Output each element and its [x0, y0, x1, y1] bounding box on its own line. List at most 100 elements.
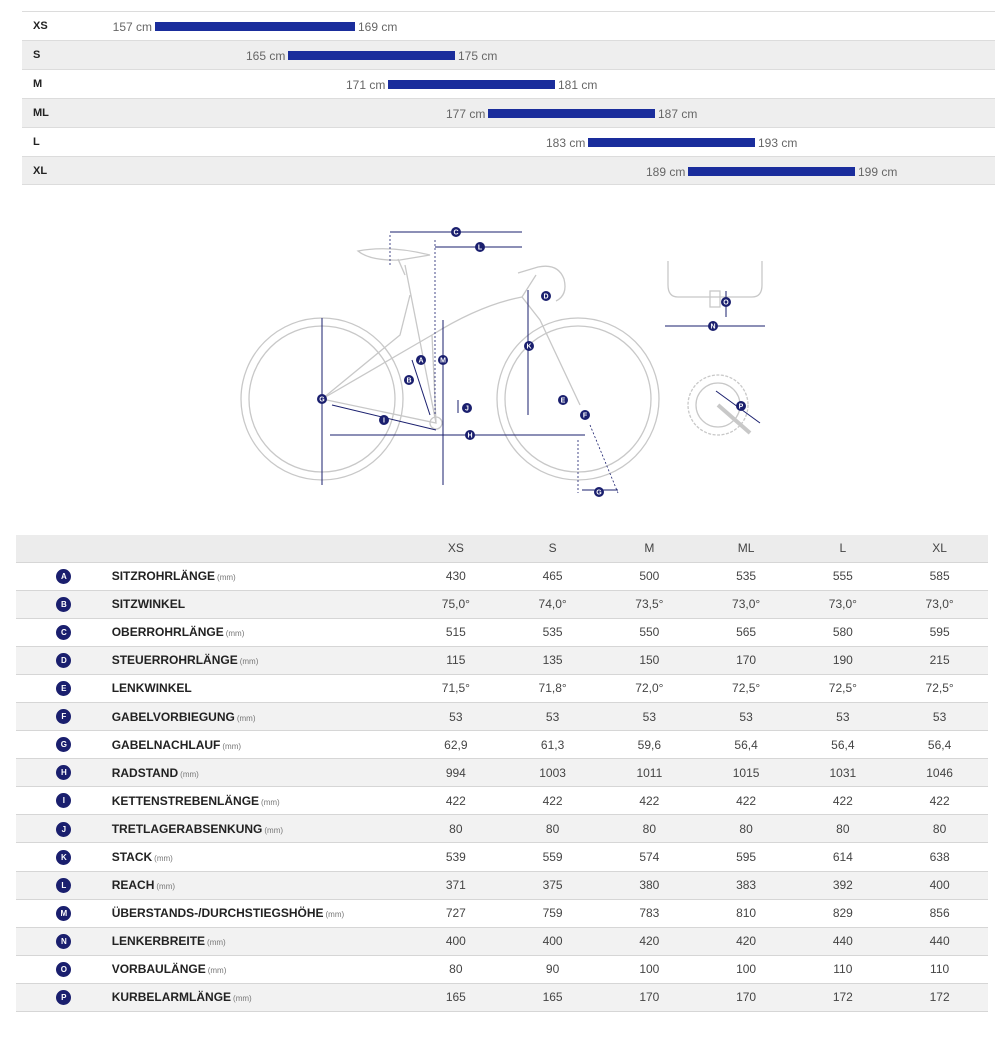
- svg-text:M: M: [440, 358, 446, 365]
- value-cell: 72,5°: [794, 673, 892, 703]
- value-cell: 420: [697, 926, 795, 956]
- measurement-letter-icon: P: [56, 990, 72, 1006]
- measurement-name-cell: GABELNACHLAUF (mm): [111, 730, 408, 759]
- svg-text:P: P: [739, 404, 744, 411]
- bike-geometry-diagram: C L D K M A B G E F J I H G O N P: [240, 227, 765, 497]
- measurement-letter-icon: O: [56, 962, 72, 978]
- value-cell: 727: [407, 898, 505, 928]
- size-range-row: XL 189 cm 199 cm: [22, 156, 995, 185]
- measurement-letter-icon: F: [56, 709, 72, 725]
- badge-cell: O: [16, 954, 112, 984]
- value-cell: 53: [407, 701, 505, 731]
- badge-cell: E: [16, 673, 112, 703]
- measurement-unit: (mm): [264, 825, 284, 835]
- svg-text:B: B: [406, 378, 411, 385]
- measurement-name: LENKERBREITE: [111, 934, 206, 949]
- label-k-icon: K: [524, 341, 534, 351]
- svg-text:I: I: [383, 418, 385, 425]
- value-cell: 53: [504, 701, 601, 731]
- label-i-icon: I: [379, 415, 389, 425]
- measurement-unit: (mm): [154, 853, 173, 863]
- size-range-row: M 171 cm 181 cm: [22, 69, 995, 98]
- measurement-name-cell: ÜBERSTANDS-/DURCHSTIEGSHÖHE (mm): [111, 898, 408, 928]
- table-row: I KETTENSTREBENLÄNGE (mm) 422 422 422 422 422 42…: [16, 786, 988, 815]
- value-cell: 1011: [600, 758, 698, 787]
- svg-text:D: D: [543, 294, 548, 301]
- value-cell: 375: [504, 870, 601, 900]
- front-wheel: [496, 317, 660, 481]
- measurement-unit: (mm): [180, 769, 199, 779]
- badge-cell: D: [16, 645, 112, 675]
- value-cell: 165: [504, 982, 601, 1013]
- value-cell: 100: [600, 954, 698, 984]
- diagram-labels: C L D K M A B G E F J I H G O N P: [317, 227, 746, 497]
- value-cell: 420: [600, 926, 698, 956]
- svg-text:K: K: [526, 344, 531, 351]
- label-n-icon: N: [708, 321, 718, 331]
- measurement-letter-icon: J: [56, 821, 72, 837]
- min-height: 165 cm: [245, 49, 286, 63]
- value-cell: 555: [794, 561, 892, 591]
- measurement-letter-icon: A: [56, 568, 72, 584]
- value-cell: 759: [504, 898, 601, 928]
- value-cell: 80: [407, 954, 505, 984]
- geometry-table: XS S M ML L XL A SITZROHRLÄNGE (mm) 430 465 5…: [16, 535, 988, 1013]
- value-cell: 400: [504, 926, 601, 956]
- table-header-row: XS S M ML L XL: [16, 535, 988, 562]
- value-cell: 595: [891, 617, 988, 647]
- value-cell: 170: [600, 982, 698, 1013]
- measurement-name: VORBAULÄNGE: [111, 962, 206, 977]
- value-cell: 783: [600, 898, 698, 928]
- header-size: M: [600, 535, 698, 562]
- handlebar-front-view: [667, 261, 763, 298]
- value-cell: 170: [697, 645, 795, 675]
- value-cell: 53: [794, 701, 892, 731]
- table-row: B SITZWINKEL 75,0° 74,0° 73,5° 73,0° 73,0° 73,0…: [16, 589, 988, 619]
- value-cell: 465: [504, 561, 601, 591]
- value-cell: 100: [697, 954, 795, 984]
- label-g-circle-icon: G: [317, 394, 327, 404]
- size-range-row: S 165 cm 175 cm: [22, 40, 995, 69]
- height-range-bar: [388, 80, 555, 89]
- table-row: A SITZROHRLÄNGE (mm) 430 465 500 535 555 585: [16, 561, 988, 591]
- measurement-name-cell: LENKWINKEL: [111, 673, 408, 703]
- measurement-name-cell: LENKERBREITE (mm): [111, 926, 408, 956]
- measurement-name-cell: KURBELARMLÄNGE (mm): [111, 982, 408, 1013]
- svg-text:O: O: [723, 300, 729, 307]
- height-range-bar: [588, 138, 755, 147]
- min-height: 183 cm: [545, 136, 586, 150]
- measurement-letter-icon: B: [56, 596, 72, 612]
- table-row: P KURBELARMLÄNGE (mm) 165 165 170 170 172 172: [16, 982, 988, 1013]
- value-cell: 856: [891, 898, 988, 928]
- badge-cell: G: [16, 730, 112, 759]
- size-range-chart: XS 157 cm 169 cm S 165 cm 175 cm M 171 cm 181 cm…: [22, 11, 995, 185]
- value-cell: 62,9: [407, 730, 505, 759]
- value-cell: 422: [891, 786, 988, 815]
- table-row: O VORBAULÄNGE (mm) 80 90 100 100 110 110: [16, 954, 988, 984]
- badge-cell: H: [16, 758, 112, 787]
- size-label: M: [33, 78, 43, 90]
- measurement-letter-icon: N: [56, 933, 72, 949]
- svg-text:G: G: [596, 490, 602, 497]
- value-cell: 90: [504, 954, 601, 984]
- badge-cell: C: [16, 617, 112, 647]
- svg-text:N: N: [710, 324, 715, 331]
- measurement-letter-icon: M: [56, 905, 72, 921]
- size-range-row: ML 177 cm 187 cm: [22, 98, 995, 127]
- measurement-name-cell: VORBAULÄNGE (mm): [111, 954, 408, 984]
- measurement-name: OBERROHRLÄNGE: [111, 625, 224, 640]
- value-cell: 638: [891, 842, 988, 872]
- header-blank: [111, 535, 408, 562]
- value-cell: 535: [697, 561, 795, 591]
- label-e-icon: E: [558, 395, 568, 405]
- badge-cell: P: [16, 982, 112, 1013]
- value-cell: 565: [697, 617, 795, 647]
- label-g-icon: G: [594, 487, 604, 497]
- measurement-name-cell: STEUERROHRLÄNGE (mm): [111, 645, 408, 675]
- value-cell: 53: [697, 701, 795, 731]
- measurement-name: LENKWINKEL: [111, 681, 192, 696]
- value-cell: 73,0°: [891, 589, 988, 619]
- value-cell: 422: [794, 786, 892, 815]
- value-cell: 539: [407, 842, 505, 872]
- measurement-name: GABELNACHLAUF: [111, 737, 221, 752]
